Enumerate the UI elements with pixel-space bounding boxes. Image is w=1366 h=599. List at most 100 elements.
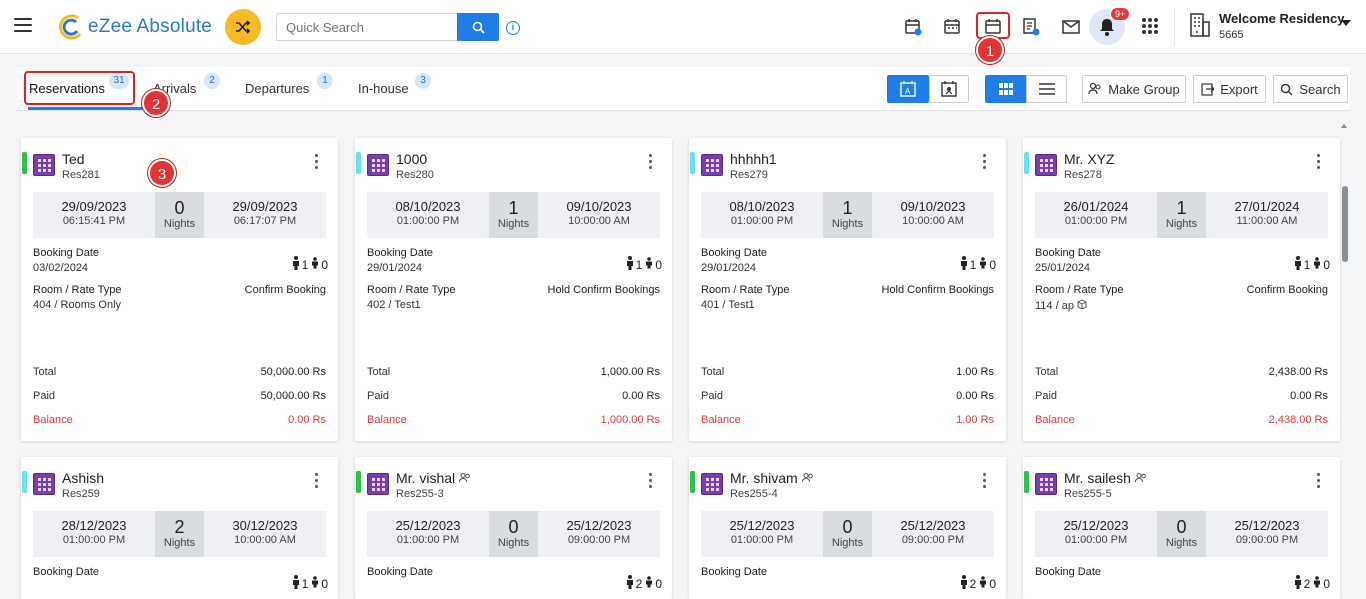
paid-amount: 0.00 Rs — [956, 390, 994, 402]
checkout: 30/12/2023 10:00:00 AM — [204, 518, 326, 546]
child-count: 0 — [321, 257, 328, 272]
reservation-card[interactable]: Ashish Res259 28/12/2023 01:00:00 PM 2 Nights… — [21, 457, 338, 599]
list-view-button[interactable] — [1026, 75, 1067, 103]
adult-count: 1 — [635, 257, 643, 272]
child-icon — [645, 576, 653, 591]
tab-reservations[interactable]: Reservations 31 — [29, 73, 129, 96]
make-group-button[interactable]: Make Group — [1082, 75, 1186, 103]
checkout-time: 10:00:00 AM — [234, 534, 296, 546]
booking-status: Confirm Booking — [1246, 284, 1328, 296]
checkout-time: 10:00:00 AM — [568, 215, 630, 227]
reservation-card[interactable]: Mr. vishal Res255-3 25/12/2023 01:00:00 PM… — [355, 457, 672, 599]
more-options-icon[interactable] — [315, 473, 319, 489]
highlight-box-1 — [976, 12, 1010, 39]
guest-name[interactable]: Mr. sailesh — [1064, 470, 1147, 486]
room-rate-label: Room / Rate Type — [1035, 284, 1124, 296]
room-rate-text: 114 / ap — [1035, 300, 1074, 312]
app-logo[interactable]: eZee Absolute — [58, 13, 212, 41]
mail-icon[interactable] — [1060, 16, 1082, 38]
reservation-card[interactable]: Ted Res281 29/09/2023 06:15:41 PM 0 Nights 29/… — [21, 138, 338, 441]
apps-grid-icon[interactable] — [1142, 18, 1158, 34]
guest-view-button[interactable] — [929, 75, 969, 103]
building-icon — [367, 473, 389, 495]
paid-amount: 0.00 Rs — [1290, 390, 1328, 402]
scrollbar-thumb[interactable] — [1342, 186, 1348, 262]
reservation-card[interactable]: Mr. shivam Res255-4 25/12/2023 01:00:00 PM… — [689, 457, 1006, 599]
checkin: 26/01/2024 01:00:00 PM — [1035, 199, 1157, 227]
export-button[interactable]: Export — [1193, 75, 1266, 103]
total-label: Total — [701, 366, 725, 378]
tab-in-house[interactable]: In-house 3 — [358, 73, 431, 96]
quick-search-input[interactable] — [276, 13, 458, 41]
reservation-card[interactable]: 1000 Res280 08/10/2023 01:00:00 PM 1 Nights 09… — [355, 138, 672, 441]
calendar-grid-icon[interactable] — [941, 16, 963, 38]
tab-departures[interactable]: Departures 1 — [245, 73, 333, 96]
guest-name[interactable]: Mr. vishal — [396, 470, 471, 486]
reservation-card[interactable]: Mr. XYZ Res278 26/01/2024 01:00:00 PM 1 Night… — [1023, 138, 1340, 441]
nights-label: Nights — [1165, 218, 1198, 230]
svg-text:A: A — [905, 87, 911, 96]
guest-name[interactable]: Mr. shivam — [730, 470, 814, 486]
child-icon — [311, 257, 319, 272]
stay-dates: 25/12/2023 01:00:00 PM 0 Nights 25/12/2023 09… — [1035, 511, 1328, 557]
property-dropdown-icon[interactable] — [1341, 20, 1351, 26]
building-icon — [33, 154, 55, 176]
child-icon — [979, 257, 987, 272]
balance-amount: 0.00 Rs — [288, 414, 326, 426]
reservation-card[interactable]: hhhhh1 Res279 08/10/2023 01:00:00 PM 1 Nights… — [689, 138, 1006, 441]
status-stripe — [690, 471, 695, 493]
room-rate-label: Room / Rate Type — [701, 284, 790, 296]
room-rate-text: 404 / Rooms Only — [33, 299, 122, 311]
more-options-icon[interactable] — [649, 473, 653, 489]
calendar-icon[interactable] — [982, 16, 1004, 38]
search-button[interactable]: Search — [1273, 75, 1348, 103]
info-icon[interactable]: i — [506, 21, 520, 35]
guest-name[interactable]: Mr. XYZ — [1064, 151, 1115, 167]
child-count: 0 — [989, 576, 996, 591]
more-options-icon[interactable] — [315, 154, 319, 170]
more-options-icon[interactable] — [983, 154, 987, 170]
more-options-icon[interactable] — [983, 473, 987, 489]
guest-name[interactable]: Ashish — [62, 470, 104, 486]
balance-amount: 1,000.00 Rs — [600, 414, 660, 426]
guest-name-text: Ted — [62, 151, 85, 167]
guest-name-text: hhhhh1 — [730, 151, 777, 167]
room-rate-label: Room / Rate Type — [33, 284, 122, 296]
booking-date: 03/02/2024 — [33, 262, 89, 274]
grid-view-button[interactable] — [985, 75, 1027, 103]
arrival-view-button[interactable]: A — [887, 75, 929, 103]
quick-search-button[interactable] — [457, 13, 499, 41]
checkin-date: 08/10/2023 — [729, 199, 795, 214]
nights-box: 1 Nights — [489, 192, 538, 238]
nights-count: 0 — [842, 517, 853, 537]
nights-label: Nights — [163, 537, 196, 549]
checkout-time: 11:00:00 AM — [1236, 215, 1298, 227]
more-options-icon[interactable] — [1317, 473, 1321, 489]
logo-mark-icon — [58, 14, 84, 40]
calendar-add-icon[interactable] — [902, 16, 924, 38]
checkout: 29/09/2023 06:17:07 PM — [204, 199, 326, 227]
checkin: 25/12/2023 01:00:00 PM — [701, 518, 823, 546]
stay-dates: 25/12/2023 01:00:00 PM 0 Nights 25/12/2023 09… — [701, 511, 994, 557]
reservation-card[interactable]: Mr. sailesh Res255-5 25/12/2023 01:00:00 P… — [1023, 457, 1340, 599]
guest-name-text: 1000 — [396, 151, 428, 167]
property-name[interactable]: Welcome Residency — [1219, 11, 1345, 26]
notifications-button[interactable] — [1089, 9, 1125, 45]
room-rate-label: Room / Rate Type — [367, 284, 456, 296]
more-options-icon[interactable] — [1317, 154, 1321, 170]
nights-count: 0 — [174, 198, 185, 218]
export-label: Export — [1220, 81, 1258, 97]
report-icon[interactable] — [1020, 16, 1042, 38]
scroll-up-icon[interactable] — [1341, 124, 1347, 128]
booking-date-label: Booking Date — [33, 247, 100, 259]
switch-button[interactable] — [225, 9, 261, 45]
guest-name[interactable]: 1000 — [396, 151, 427, 167]
menu-icon[interactable] — [14, 18, 32, 32]
checkout-date: 09/10/2023 — [900, 199, 966, 214]
checkout-time: 09:00:00 PM — [1235, 534, 1299, 546]
more-options-icon[interactable] — [649, 154, 653, 170]
booking-date: 29/01/2024 — [367, 262, 423, 274]
guest-name[interactable]: hhhhh1 — [730, 151, 777, 167]
shuffle-icon — [236, 20, 251, 34]
guest-name[interactable]: Ted — [62, 151, 85, 167]
